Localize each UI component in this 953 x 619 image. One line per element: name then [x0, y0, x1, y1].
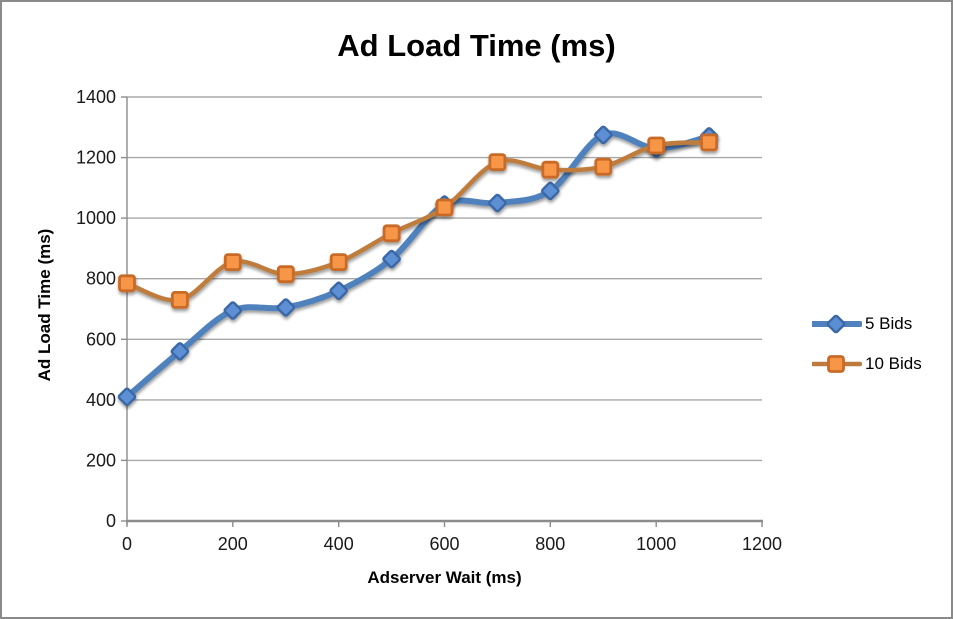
marker-10-bids-400 [329, 253, 348, 272]
marker-5-bids-0 [117, 387, 137, 407]
legend-swatch-5-bids [812, 314, 862, 334]
marker-10-bids-900 [594, 157, 613, 176]
marker-5-bids-200 [223, 301, 243, 320]
y-tick-label: 200 [86, 450, 116, 470]
legend-item-5-bids: 5 Bids [812, 313, 912, 335]
legend-marker-10-bids [827, 355, 845, 373]
marker-5-bids-800 [541, 181, 560, 201]
marker-10-bids-300 [276, 265, 295, 284]
legend-swatch-10-bids [812, 355, 862, 373]
marker-5-bids-300 [276, 298, 296, 317]
marker-10-bids-0 [118, 274, 136, 293]
y-tick-label: 1000 [76, 208, 116, 228]
legend-item-10-bids: 10 Bids [812, 353, 922, 375]
y-tick-label: 0 [106, 511, 116, 531]
x-tick-label: 1000 [636, 534, 676, 554]
x-tick-label: 600 [429, 534, 459, 554]
marker-10-bids-500 [382, 224, 401, 243]
y-tick-label: 400 [86, 390, 116, 410]
marker-5-bids-900 [594, 125, 613, 145]
legend-marker-5-bids [826, 314, 846, 334]
x-tick-label: 400 [324, 534, 354, 554]
y-tick-label: 600 [86, 329, 116, 349]
marker-5-bids-700 [488, 193, 507, 213]
marker-5-bids-400 [329, 281, 348, 301]
x-tick-label: 0 [122, 534, 132, 554]
legend-label-5-bids: 5 Bids [865, 314, 913, 333]
series-line-10-bids [124, 140, 712, 303]
y-tick-label: 800 [86, 269, 116, 289]
legend-label-10-bids: 10 Bids [865, 354, 922, 373]
legend-line-diamond-icon [812, 314, 862, 334]
legend-line-square-icon [812, 355, 862, 373]
series-5-bids [117, 125, 719, 407]
y-axis-title: Ad Load Time (ms) [35, 228, 54, 382]
x-tick-label: 800 [535, 534, 565, 554]
marker-10-bids-700 [488, 153, 507, 172]
marker-10-bids-600 [435, 198, 454, 217]
series-10-bids [118, 133, 718, 309]
marker-10-bids-800 [541, 160, 560, 179]
y-tick-label: 1200 [76, 148, 116, 168]
marker-10-bids-1100 [700, 133, 718, 152]
x-tick-label: 200 [218, 534, 248, 554]
y-tick-label: 1400 [76, 87, 116, 107]
series-line-5-bids [124, 130, 713, 400]
x-axis-title: Adserver Wait (ms) [367, 568, 522, 587]
marker-10-bids-100 [170, 290, 189, 309]
marker-10-bids-1000 [647, 136, 666, 155]
marker-5-bids-500 [382, 249, 401, 269]
marker-10-bids-200 [223, 253, 242, 272]
x-tick-label: 1200 [742, 534, 782, 554]
marker-5-bids-100 [170, 342, 190, 361]
chart-title: Ad Load Time (ms) [337, 28, 616, 63]
